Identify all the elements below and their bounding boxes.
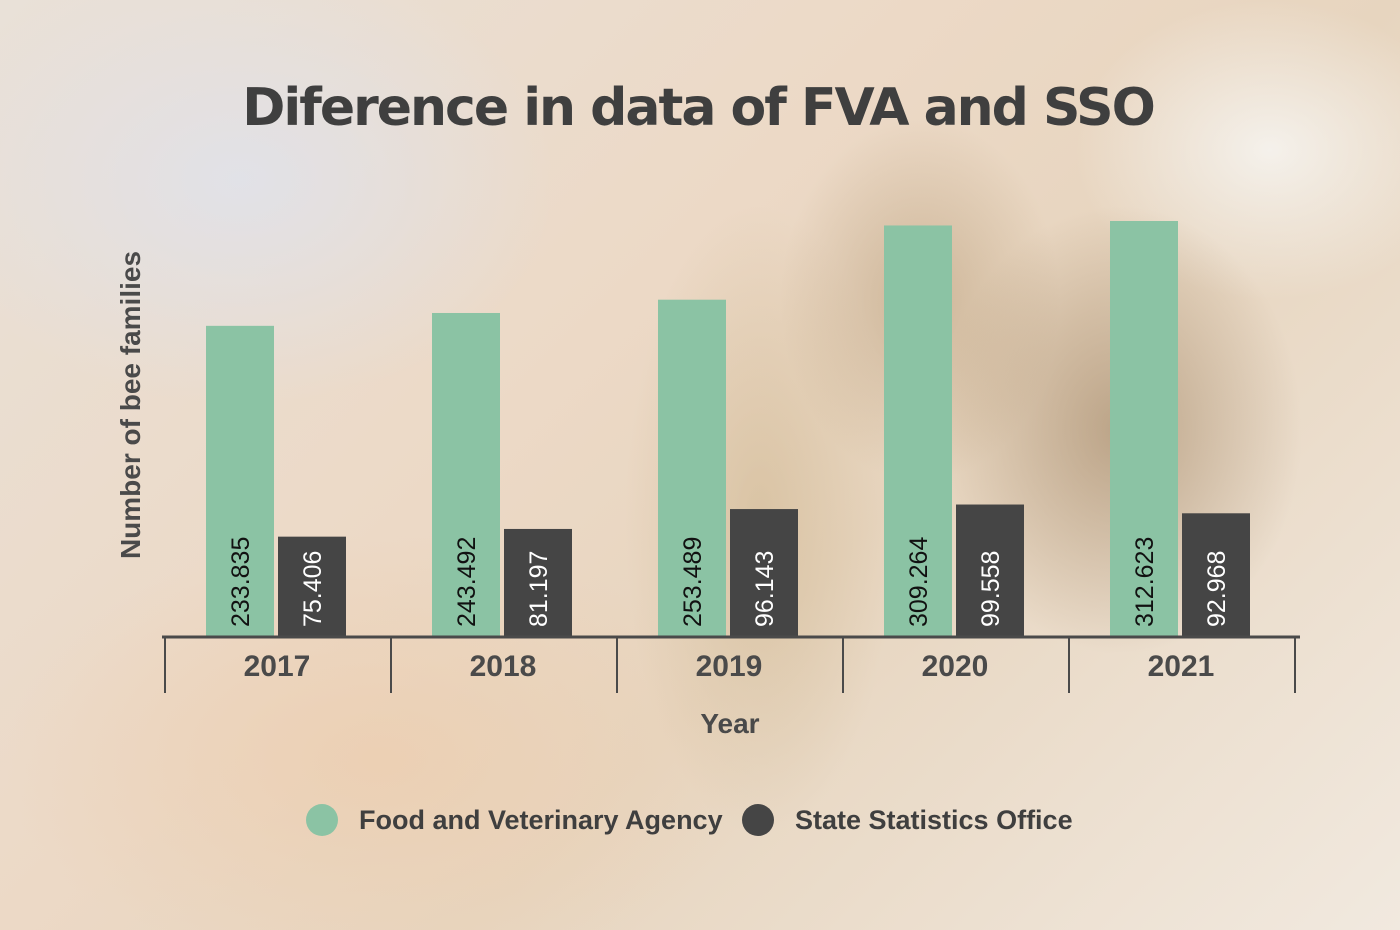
- bars-group: 233.835 75.406 243.492 81.197 253.489 96.143 3…: [206, 221, 1250, 638]
- bar-state-statistics-office-2020: [956, 504, 1024, 637]
- legend-marker: [742, 804, 774, 836]
- data-label: 99.558: [977, 551, 1005, 627]
- data-label: 309.264: [905, 537, 933, 627]
- legend-label: Food and Veterinary Agency: [359, 805, 723, 835]
- x-tick-label: 2020: [922, 650, 989, 683]
- data-label: 233.835: [227, 537, 255, 627]
- x-axis-label: Year: [700, 708, 759, 739]
- x-axis: 2017 2018 2019 2020 2021: [162, 635, 1300, 693]
- data-label: 253.489: [679, 537, 707, 627]
- x-tick-label: 2018: [470, 650, 537, 683]
- data-label: 312.623: [1131, 537, 1159, 627]
- y-axis-label: Number of bee families: [115, 251, 146, 559]
- data-label: 75.406: [299, 551, 327, 627]
- x-tick-label: 2017: [244, 650, 311, 683]
- bar-food-and-veterinary-agency-2021: [1110, 221, 1178, 637]
- bar-food-and-veterinary-agency-2019: [658, 299, 726, 637]
- bar-food-and-veterinary-agency-2017: [206, 325, 274, 637]
- data-label: 96.143: [751, 551, 779, 627]
- bar-food-and-veterinary-agency-2018: [432, 312, 500, 637]
- bar-state-statistics-office-2019: [730, 509, 798, 637]
- bar-state-statistics-office-2017: [278, 536, 346, 637]
- x-tick-label: 2021: [1148, 650, 1215, 683]
- bar-food-and-veterinary-agency-2020: [884, 225, 952, 638]
- legend-label: State Statistics Office: [795, 805, 1073, 835]
- legend-marker: [306, 804, 338, 836]
- bar-state-statistics-office-2018: [504, 528, 572, 637]
- data-label: 81.197: [525, 551, 553, 627]
- data-label: 92.968: [1203, 551, 1231, 627]
- legend: Food and Veterinary Agency State Statisti…: [306, 804, 1073, 836]
- x-tick-label: 2019: [696, 650, 763, 683]
- chart-title: Diference in data of FVA and SSO: [242, 78, 1154, 138]
- data-label: 243.492: [453, 537, 481, 627]
- bar-state-statistics-office-2021: [1182, 513, 1250, 637]
